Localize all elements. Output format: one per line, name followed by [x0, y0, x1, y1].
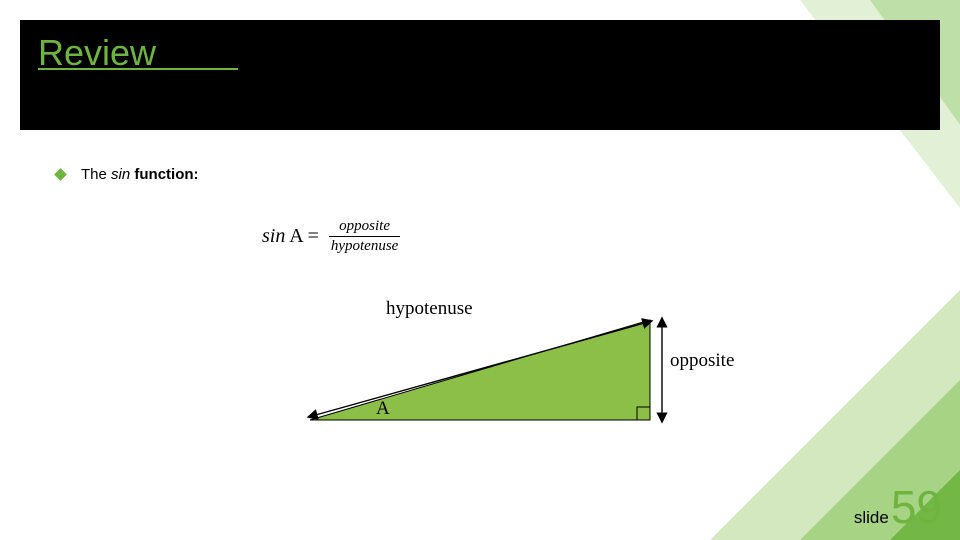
label-angle-a: A — [376, 398, 390, 420]
footer-number: 59 — [891, 484, 942, 530]
slide: Review The sin function: sin A = opposit… — [0, 0, 960, 540]
formula-fn: sin — [262, 225, 285, 247]
bullet-item: The sin function: — [56, 166, 199, 183]
title-underline — [38, 68, 238, 70]
bullet-text: The sin function: — [81, 166, 199, 183]
bullet-suffix: function: — [130, 166, 198, 183]
bullet-icon — [54, 168, 67, 181]
formula: sin A = opposite hypotenuse — [262, 218, 400, 254]
bullet-prefix: The — [81, 166, 111, 183]
title-bar: Review — [20, 20, 940, 130]
formula-fraction: opposite hypotenuse — [329, 218, 400, 254]
label-hypotenuse: hypotenuse — [386, 298, 473, 320]
formula-var: A = — [285, 225, 319, 247]
formula-denominator: hypotenuse — [329, 237, 400, 255]
triangle-diagram: hypotenuse opposite A — [290, 300, 690, 450]
label-opposite: opposite — [670, 350, 734, 372]
triangle-svg — [290, 300, 690, 450]
formula-lhs: sin A = — [262, 225, 319, 248]
bullet-term: sin — [111, 166, 130, 183]
slide-footer: slide 59 — [854, 484, 942, 530]
formula-numerator: opposite — [337, 218, 392, 236]
footer-word: slide — [854, 508, 889, 528]
